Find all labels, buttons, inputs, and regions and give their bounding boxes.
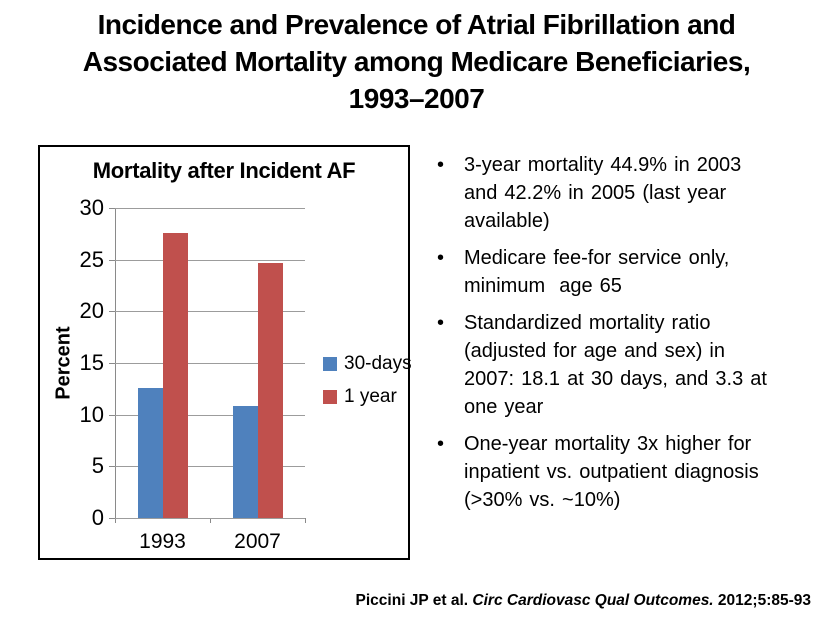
chart-title: Mortality after Incident AF [92, 158, 356, 183]
x-tick-label: 2007 [234, 530, 281, 553]
y-axis-tick [109, 414, 115, 416]
citation: Piccini JP et al. Circ Cardiovasc Qual O… [356, 592, 811, 610]
bullet-line: One-year mortality 3x higher for [464, 433, 752, 455]
gridline [115, 518, 305, 519]
x-axis-tick [115, 518, 116, 523]
y-axis-tick [109, 363, 115, 364]
page-title-line: Associated Mortality among Medicare Bene… [82, 46, 751, 77]
bullet-text: Standardized mortality ratio (adjusted fo… [464, 309, 767, 421]
bar-30-days-1993 [137, 387, 163, 518]
mortality-bar-chart: Mortality after Incident AF Percent 30-d… [38, 145, 412, 560]
y-axis-tick [109, 518, 115, 519]
y-axis-tick [109, 208, 115, 209]
bullet-text: 3-year mortality 44.9% in 2003 and 42.2% … [464, 151, 741, 235]
y-axis-tick [109, 311, 115, 313]
bullet-item: • 3-year mortality 44.9% in 2003 and 42.2%… [437, 151, 827, 235]
bar-1year-1993 [162, 232, 188, 518]
bullet-line: 3-year mortality 44.9% in 2003 [464, 154, 742, 176]
bullet-line: Medicare fee-for service only, [464, 247, 730, 269]
legend-swatch-icon [323, 357, 337, 371]
gridline [115, 311, 305, 313]
bullet-line: minimum age 65 [464, 275, 622, 297]
bullet-line: one year [464, 396, 544, 418]
y-tick-label: 10 [79, 401, 104, 427]
page-title-line: Incidence and Prevalence of Atrial Fibri… [97, 9, 736, 40]
bullet-line: 2007: 18.1 at 30 days, and 3.3 at [464, 368, 767, 390]
y-tick-label: 30 [79, 195, 104, 220]
legend-label: 30-days [344, 353, 412, 374]
gridline [115, 466, 305, 468]
bullet-line: Standardized mortality ratio [464, 312, 711, 334]
bullet-marker-icon: • [437, 433, 445, 455]
bullet-item: • Medicare fee-for service only, minimum a… [437, 244, 827, 300]
legend-label: 1 year [344, 386, 397, 407]
legend-item: 1 year [323, 386, 412, 408]
x-axis-tick [210, 518, 211, 523]
y-tick-label: 25 [79, 246, 104, 272]
y-tick-label: 20 [79, 298, 104, 324]
bullet-line: and 42.2% in 2005 (last year [464, 182, 727, 204]
citation-journal: Circ Cardiovasc Qual Outcomes. [472, 592, 714, 609]
x-axis-tick [305, 518, 306, 523]
y-tick-label: 5 [91, 453, 104, 479]
gridline [115, 414, 305, 416]
page-title-line: 1993–2007 [348, 83, 485, 114]
y-tick-label: 0 [91, 505, 104, 530]
bullet-marker-icon: • [437, 247, 445, 269]
legend-item: 30-days [323, 353, 412, 375]
bar-30-days-2007 [232, 406, 258, 518]
bar-1year-2007 [257, 262, 283, 518]
bullet-list: • 3-year mortality 44.9% in 2003 and 42.2%… [437, 151, 827, 523]
bullet-text: One-year mortality 3x higher for inpatien… [464, 430, 759, 514]
bullet-marker-icon: • [437, 312, 445, 334]
chart-legend: 30-days 1 year [323, 353, 412, 419]
gridline [115, 363, 305, 364]
bullet-line: (>30% vs. ~10%) [464, 489, 621, 511]
legend-swatch-icon [323, 390, 337, 404]
y-axis-tick [109, 466, 115, 468]
y-tick-label: 15 [79, 350, 104, 375]
x-tick-label: 1993 [139, 530, 186, 553]
citation-authors: Piccini JP et al. [355, 592, 473, 609]
page-title: Incidence and Prevalence of Atrial Fibri… [0, 6, 833, 117]
bullet-item: • Standardized mortality ratio (adjusted f… [437, 309, 827, 421]
bullet-line: (adjusted for age and sex) in [464, 340, 725, 362]
bullet-item: • One-year mortality 3x higher for inpatie… [437, 430, 827, 514]
bullet-line: available) [464, 210, 550, 232]
bullet-text: Medicare fee-for service only, minimum ag… [464, 244, 729, 300]
gridline [115, 208, 305, 209]
citation-volume: 2012;5:85-93 [713, 592, 811, 609]
gridline [115, 259, 305, 261]
bullet-marker-icon: • [437, 154, 445, 176]
bullet-line: inpatient vs. outpatient diagnosis [464, 461, 759, 483]
y-axis-tick [109, 259, 115, 261]
